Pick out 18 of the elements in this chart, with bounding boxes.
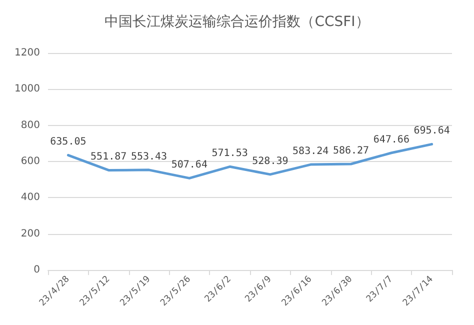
- y-tick-label: 800: [20, 120, 40, 131]
- y-tick-label: 0: [34, 264, 40, 276]
- data-label: 551.87: [90, 152, 127, 163]
- data-label: 586.27: [332, 145, 370, 156]
- data-label: 528.39: [252, 156, 288, 167]
- y-tick-label: 1000: [14, 84, 40, 95]
- data-label: 647.66: [373, 134, 410, 146]
- y-tick-label: 400: [20, 192, 40, 204]
- data-label: 695.64: [414, 126, 450, 137]
- data-label: 507.64: [171, 160, 208, 171]
- chart-title: 中国长江煤炭运输综合运价指数（CCSFI）: [104, 14, 370, 30]
- data-label: 571.53: [212, 148, 248, 160]
- y-tick-label: 1200: [14, 48, 40, 58]
- y-tick-label: 200: [20, 228, 40, 240]
- data-label: 553.43: [130, 151, 168, 162]
- data-label: 635.05: [50, 136, 86, 148]
- data-label: 583.24: [292, 146, 329, 158]
- y-tick-label: 600: [20, 156, 40, 167]
